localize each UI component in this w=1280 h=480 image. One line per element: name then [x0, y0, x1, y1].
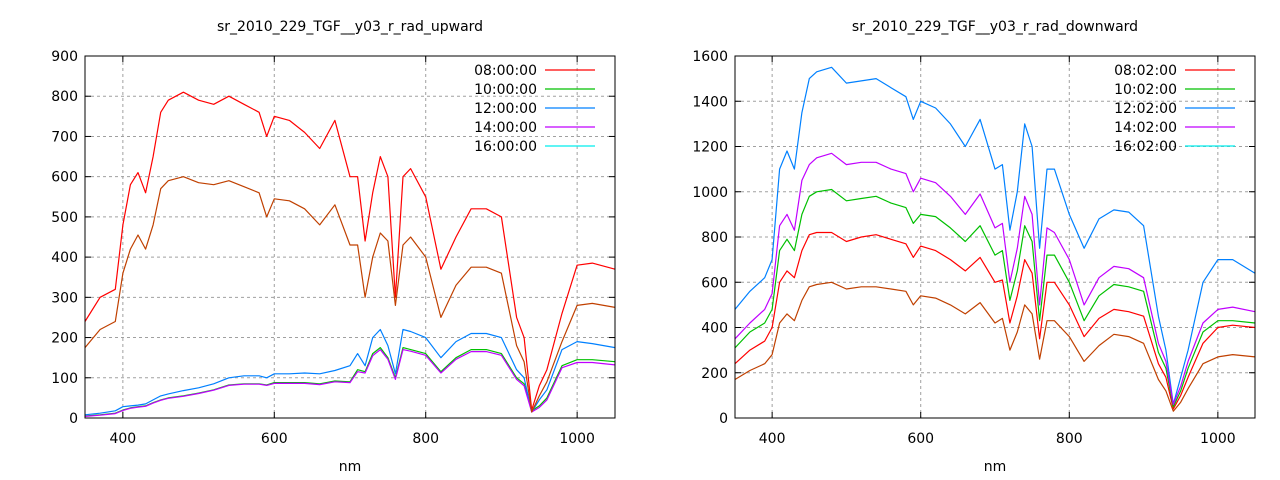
x-axis-label: nm: [339, 459, 362, 475]
chart-title: sr_2010_229_TGF__y03_r_rad_downward: [852, 19, 1138, 35]
chart-title: sr_2010_229_TGF__y03_r_rad_upward: [217, 19, 483, 35]
legend-label: 16:02:00: [1114, 139, 1177, 155]
x-axis-label: nm: [984, 459, 1007, 475]
legend-label: 08:00:00: [474, 63, 537, 79]
y-tick-label: 100: [51, 371, 78, 387]
x-tick-label: 800: [1056, 431, 1083, 447]
series-line-08:00:00: [84, 91, 616, 411]
y-tick-label: 600: [701, 275, 728, 291]
y-tick-label: 0: [719, 411, 728, 427]
y-tick-label: 400: [51, 250, 78, 266]
y-tick-label: 1200: [692, 140, 728, 156]
chart-1: 0 200 400 600 800 1000 1200 1400 1600 400 600 800 10…: [692, 19, 1256, 475]
series-line-unlabeled: [734, 281, 1256, 412]
series-line-12:02:00: [734, 66, 1256, 405]
y-tick-label: 300: [51, 290, 78, 306]
y-tick-label: 700: [51, 129, 78, 145]
y-tick-label: 200: [701, 366, 728, 382]
series-line-unlabeled: [84, 176, 616, 413]
y-tick-label: 400: [701, 321, 728, 337]
y-tick-label: 1400: [692, 94, 728, 110]
y-tick-label: 1600: [692, 49, 728, 65]
plot-frame: [84, 55, 616, 419]
legend-label: 14:02:00: [1114, 120, 1177, 136]
series-line-12:00:00: [84, 328, 616, 416]
series-line-08:02:00: [734, 231, 1256, 410]
legend-label: 12:00:00: [474, 101, 537, 117]
legend-label: 10:02:00: [1114, 82, 1177, 98]
legend-label: 08:02:00: [1114, 63, 1177, 79]
series-line-10:02:00: [734, 188, 1256, 408]
legend-label: 14:00:00: [474, 120, 537, 136]
legend-label: 16:00:00: [474, 139, 537, 155]
x-tick-label: 800: [412, 431, 439, 447]
y-tick-label: 600: [51, 170, 78, 186]
y-tick-label: 800: [51, 89, 78, 105]
series-line-14:02:00: [734, 152, 1256, 405]
x-tick-label: 400: [759, 431, 786, 447]
y-tick-label: 1000: [692, 185, 728, 201]
x-tick-label: 400: [109, 431, 136, 447]
y-tick-label: 900: [51, 49, 78, 65]
chart-0: 0 100 200 300 400 500 600 700 800 900 400 600 800 100…: [51, 19, 616, 475]
x-tick-label: 600: [907, 431, 934, 447]
plot-frame: [734, 55, 1256, 419]
legend-label: 12:02:00: [1114, 101, 1177, 117]
series-line-14:00:00: [84, 349, 616, 417]
y-tick-label: 200: [51, 331, 78, 347]
x-tick-label: 1000: [1200, 431, 1236, 447]
y-tick-label: 0: [69, 411, 78, 427]
x-tick-label: 1000: [559, 431, 595, 447]
x-tick-label: 600: [261, 431, 288, 447]
legend-label: 10:00:00: [474, 82, 537, 98]
y-tick-label: 500: [51, 210, 78, 226]
y-tick-label: 800: [701, 230, 728, 246]
